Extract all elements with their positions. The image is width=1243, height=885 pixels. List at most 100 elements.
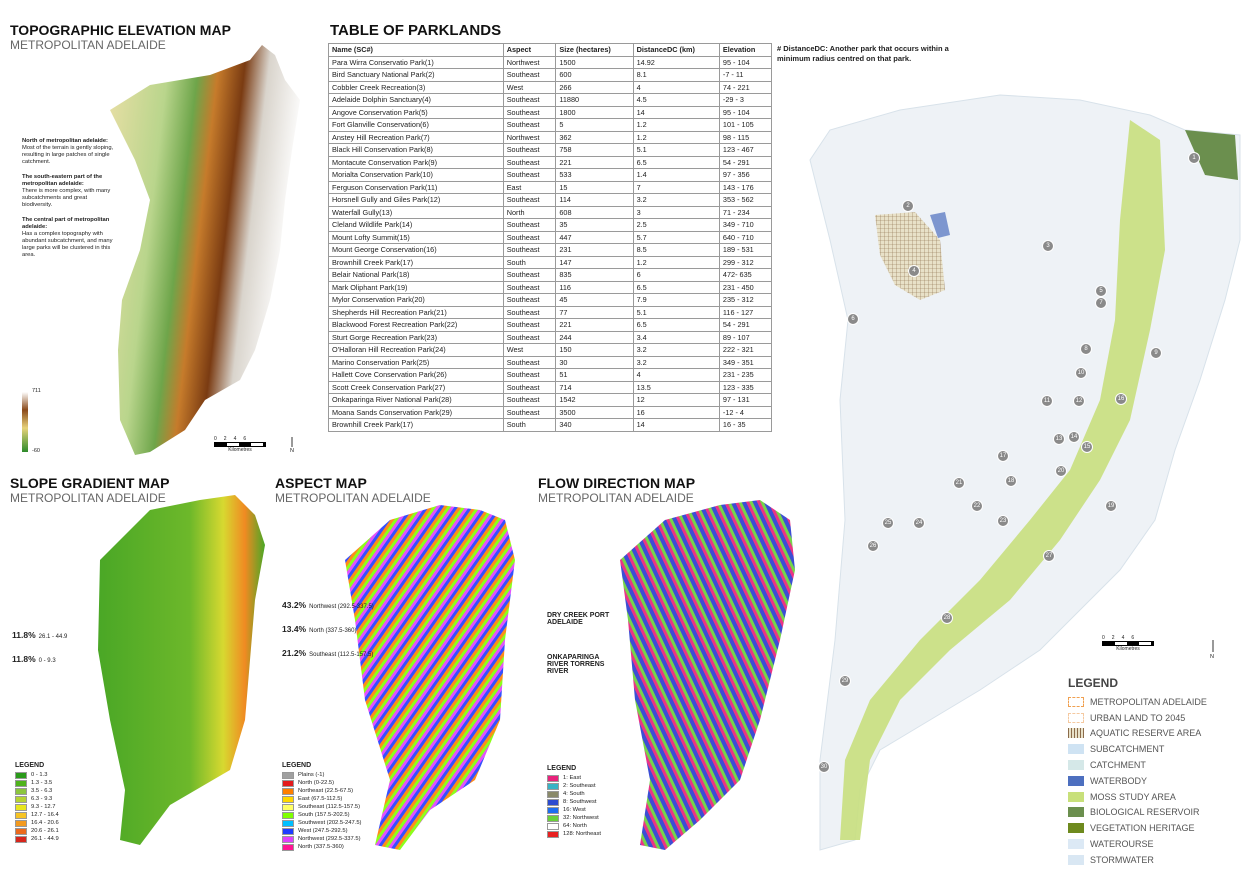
table-row: Fort Glanville Conservation(6) Southeast 5…: [328, 118, 773, 132]
table-cell: 143 - 176: [718, 180, 773, 194]
table-cell: Mylor Conservation Park(20): [328, 293, 504, 307]
flow-map: [620, 500, 795, 850]
table-cell: Southeast: [502, 143, 557, 157]
scale-unit: Kilometres: [228, 447, 252, 453]
table-cell: 353 - 562: [718, 193, 773, 207]
map-title: FLOW DIRECTION MAP: [538, 475, 696, 491]
table-cell: 11880: [555, 93, 634, 107]
park-marker: 15: [1081, 441, 1093, 453]
table-cell: West: [502, 343, 557, 357]
legend-item: 1.3 - 3.5: [15, 779, 59, 787]
table-cell: Mount Lofty Summit(15): [328, 230, 504, 244]
legend-swatch: [282, 787, 294, 795]
table-cell: 4.5: [632, 93, 720, 107]
table-cell: Mount George Conservation(16): [328, 243, 504, 257]
footnote: # DistanceDC: Another park that occurs w…: [777, 44, 949, 63]
table-cell: 3.2: [632, 193, 720, 207]
note-heading: ONKAPARINGA RIVER TORRENS RIVER: [547, 654, 605, 675]
legend-label: 20.6 - 26.1: [31, 828, 59, 834]
table-cell: 244: [555, 330, 634, 344]
legend-swatch: [282, 819, 294, 827]
legend-swatch: [1068, 854, 1084, 865]
legend: LEGEND Plains (-1) North (0-22.5) Northeast…: [282, 762, 361, 851]
table-cell: 349 - 710: [718, 218, 773, 232]
table-cell: Black Hill Conservation Park(8): [328, 143, 504, 157]
stat-range: 0 - 9.3: [38, 658, 56, 664]
park-marker: 14: [1068, 431, 1080, 443]
table-cell: 6.5: [632, 155, 720, 169]
note: The central part of metropolitan adelaid…: [22, 217, 114, 259]
table-cell: 2.5: [632, 218, 720, 232]
scale-min: -60: [32, 448, 40, 454]
legend-label: CATCHMENT: [1090, 760, 1146, 771]
table-cell: Angove Conservation Park(5): [328, 105, 504, 119]
table-cell: Southeast: [502, 155, 557, 169]
table-cell: Anstey Hill Recreation Park(7): [328, 130, 504, 144]
legend-label: 9.3 - 12.7: [31, 804, 56, 810]
table-cell: 147: [555, 255, 634, 269]
table-cell: 1542: [555, 393, 634, 407]
table-cell: Southeast: [502, 168, 557, 182]
table-cell: Blackwood Forest Recreation Park(22): [328, 318, 504, 332]
legend-label: 12.7 - 16.4: [31, 812, 59, 818]
scale-tick: 2: [223, 436, 227, 442]
note-text: Most of the terrain is gently sloping, r…: [22, 145, 114, 165]
legend-swatch: [15, 827, 27, 835]
table-cell: 1500: [555, 55, 634, 69]
park-marker: 3: [1042, 240, 1054, 252]
table-row: Anstey Hill Recreation Park(7) Northwest 3…: [328, 130, 773, 144]
legend-item: North (0-22.5): [282, 779, 361, 787]
table-cell: O'Halloran Hill Recreation Park(24): [328, 343, 504, 357]
north-label: N: [290, 448, 294, 454]
table-cell: Montacute Conservation Park(9): [328, 155, 504, 169]
stat-share: 13.4%: [282, 624, 307, 634]
legend-label: 16: West: [563, 807, 586, 813]
table-cell: 1.2: [632, 255, 720, 269]
table-cell: 71 - 234: [718, 205, 773, 219]
legend-label: METROPOLITAN ADELAIDE: [1090, 696, 1207, 707]
table-cell: Sturt Gorge Recreation Park(23): [328, 330, 504, 344]
stat: 43.2% Northwest (292.5-337.5): [282, 600, 374, 610]
header-cell: DistanceDC (km): [632, 43, 720, 57]
legend-swatch: [1068, 744, 1084, 755]
scale-line: [1102, 641, 1154, 646]
table-cell: Fort Glanville Conservation(6): [328, 118, 504, 132]
park-marker: 8: [1080, 343, 1092, 355]
legend-swatch: [15, 787, 27, 795]
legend-swatch: [15, 811, 27, 819]
legend-swatch: [1068, 696, 1084, 707]
table-cell: 231: [555, 243, 634, 257]
stat-share: 11.8%: [12, 630, 36, 640]
table-row: Scott Creek Conservation Park(27) Southea…: [328, 380, 773, 394]
stat: 11.8% 0 - 9.3: [12, 654, 67, 664]
table-cell: West: [502, 80, 557, 94]
table-cell: 54 - 291: [718, 155, 773, 169]
table-cell: Waterfall Gully(13): [328, 205, 504, 219]
legend-item: 9.3 - 12.7: [15, 803, 59, 811]
scale-bar: 0 2 4 6 Kilometres: [214, 436, 266, 453]
north-label: N: [1210, 654, 1214, 660]
legend-label: East (67.5-112.5): [298, 796, 343, 802]
table-cell: 13.5: [632, 380, 720, 394]
stats: 43.2% Northwest (292.5-337.5) 13.4% North (…: [282, 600, 374, 672]
legend-label: 64: North: [563, 823, 587, 829]
legend-label: 6.3 - 9.3: [31, 796, 53, 802]
legend-item: North (337.5-360): [282, 843, 361, 851]
table-cell: Southeast: [502, 93, 557, 107]
park-marker: 9: [1150, 347, 1162, 359]
legend-swatch: [547, 830, 559, 838]
table-cell: 7: [632, 180, 720, 194]
table-row: Black Hill Conservation Park(8) Southeast…: [328, 143, 773, 157]
legend-item: Southeast (112.5-157.5): [282, 803, 361, 811]
legend-item: 3.5 - 6.3: [15, 787, 59, 795]
park-marker: 16: [1115, 393, 1127, 405]
legend-swatch: [15, 771, 27, 779]
stat-range: 26.1 - 44.9: [38, 634, 68, 640]
table-cell: Northwest: [502, 55, 557, 69]
table-cell: Cleland Wildlife Park(14): [328, 218, 504, 232]
table-cell: Mark Oliphant Park(19): [328, 280, 504, 294]
scale-tick: 0: [214, 436, 217, 442]
legend-swatch: [1068, 791, 1084, 802]
park-marker: 24: [913, 517, 925, 529]
legend-label: VEGETATION HERITAGE: [1090, 823, 1195, 834]
